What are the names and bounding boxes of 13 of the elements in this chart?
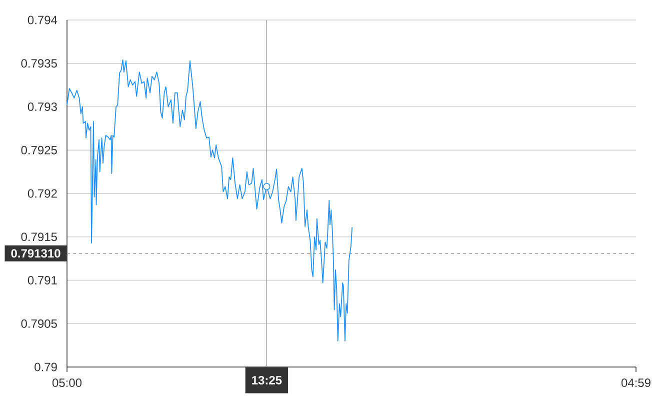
x-tick-label: 05:00	[52, 378, 82, 388]
y-tick-label: 0.792	[28, 189, 57, 198]
y-tick-label: 0.7915	[21, 232, 57, 242]
x-tick-label: 04:59	[621, 378, 650, 388]
y-tick-label: 0.791	[28, 276, 57, 284]
y-tick-label: 0.794	[28, 16, 58, 24]
y-tick-label: 0.793	[28, 102, 57, 111]
y-tick-label: 0.7925	[21, 146, 57, 154]
y-tick-label: 0.7905	[21, 319, 57, 328]
ref-line-label: 13:25	[252, 376, 282, 384]
ref-line-label: 0.791310	[11, 249, 60, 258]
y-tick-label: 0.7935	[21, 59, 57, 68]
y-tick-label: 0.79	[34, 362, 57, 372]
